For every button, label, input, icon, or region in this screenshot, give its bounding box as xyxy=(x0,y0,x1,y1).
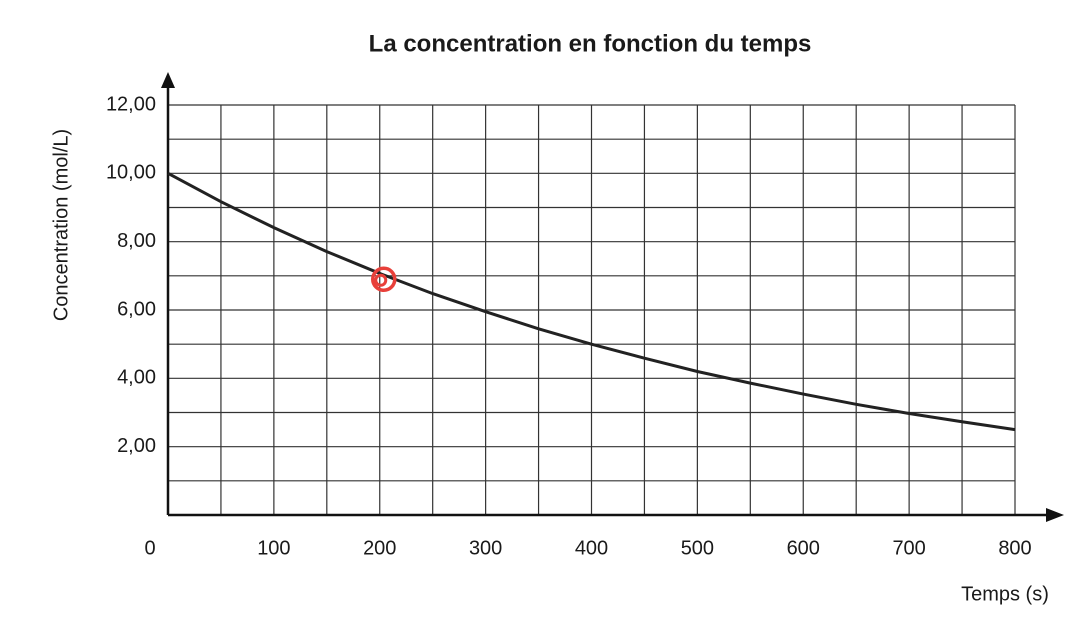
y-tick-label: 10,00 xyxy=(106,162,156,184)
x-tick-label: 600 xyxy=(787,537,820,559)
x-tick-label: 500 xyxy=(681,537,714,559)
x-tick-label: 0 xyxy=(144,537,155,559)
y-tick-label: 4,00 xyxy=(117,367,156,389)
y-tick-label: 8,00 xyxy=(117,230,156,252)
x-tick-label: 400 xyxy=(575,537,608,559)
x-axis-arrow xyxy=(1046,508,1064,522)
x-tick-label: 200 xyxy=(363,537,396,559)
x-tick-label: 700 xyxy=(892,537,925,559)
y-axis-label: Concentration (mol/L) xyxy=(50,129,72,321)
annotation-marker xyxy=(371,266,397,292)
y-tick-label: 6,00 xyxy=(117,298,156,320)
data-line xyxy=(167,172,1016,432)
y-tick-label: 12,00 xyxy=(106,93,156,115)
x-tick-label: 300 xyxy=(469,537,502,559)
x-tick-label: 100 xyxy=(257,537,290,559)
y-axis-arrow xyxy=(161,72,175,88)
y-tick-label: 2,00 xyxy=(117,435,156,457)
x-axis-label: Temps (s) xyxy=(961,583,1049,605)
annotation-marker-inner xyxy=(374,273,388,287)
x-tick-label: 800 xyxy=(998,537,1031,559)
chart-title: La concentration en fonction du temps xyxy=(369,30,812,57)
